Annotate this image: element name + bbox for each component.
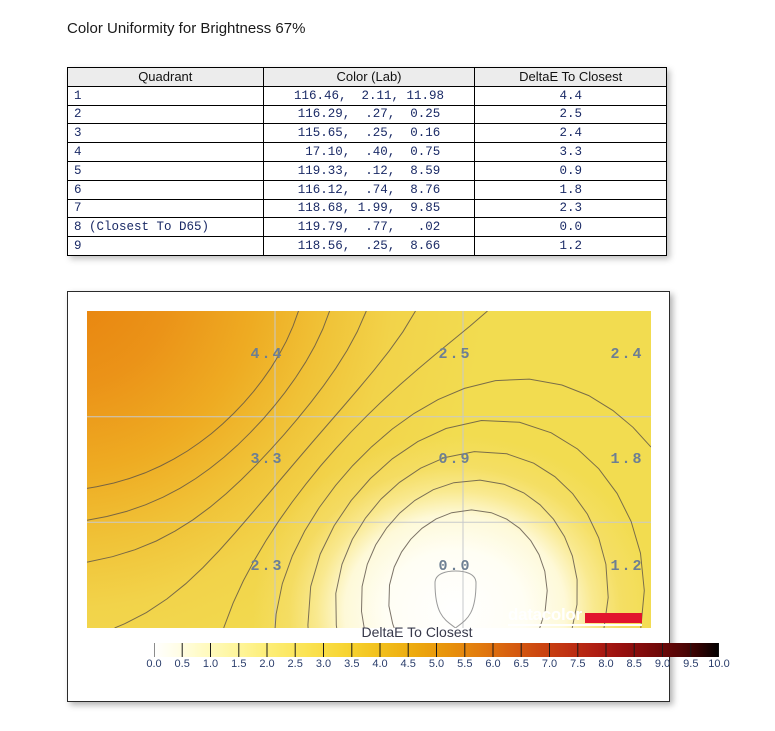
svg-text:2.4: 2.4: [610, 346, 643, 363]
svg-text:2.3: 2.3: [250, 558, 283, 575]
svg-text:4.4: 4.4: [250, 346, 283, 363]
svg-text:1.8: 1.8: [610, 451, 643, 468]
svg-text:3.3: 3.3: [250, 451, 283, 468]
svg-text:0.0: 0.0: [438, 558, 471, 575]
svg-text:2.5: 2.5: [438, 346, 471, 363]
svg-text:1.2: 1.2: [610, 558, 643, 575]
svg-text:0.9: 0.9: [438, 451, 471, 468]
